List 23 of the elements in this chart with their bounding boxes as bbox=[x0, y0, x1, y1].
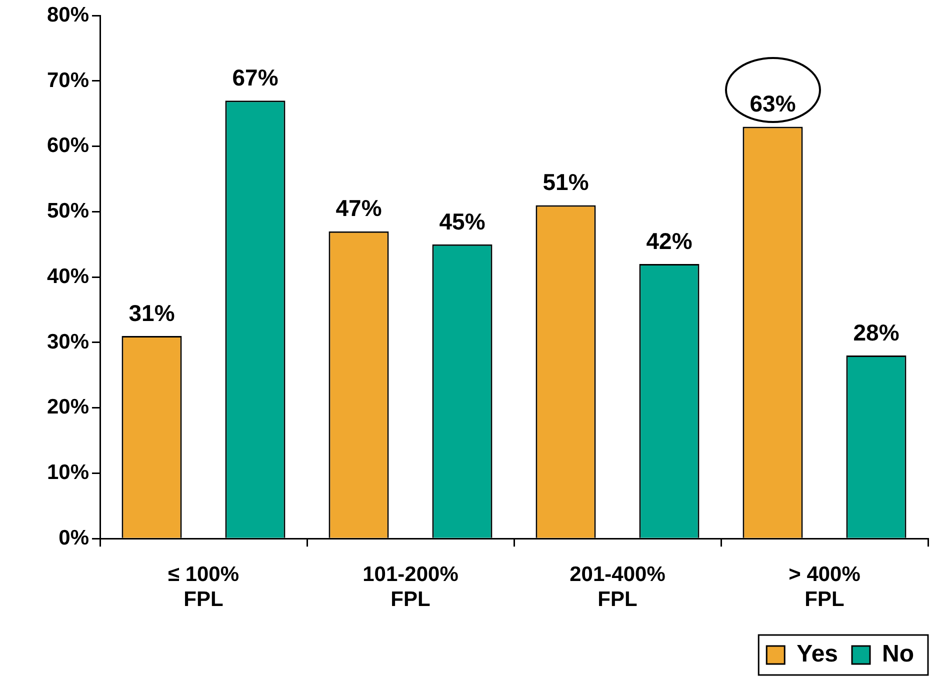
data-label: 47% bbox=[336, 195, 382, 222]
data-label: 42% bbox=[646, 228, 692, 254]
y-tick-label: 60% bbox=[46, 134, 90, 158]
data-label: 45% bbox=[439, 208, 486, 234]
data-label: 63% bbox=[750, 90, 796, 117]
y-tick-label: 40% bbox=[46, 264, 90, 288]
y-tick-label: 30% bbox=[46, 330, 90, 354]
y-tick-label: 20% bbox=[46, 396, 90, 419]
y-tick-label: 70% bbox=[46, 68, 90, 92]
data-label: 51% bbox=[542, 169, 589, 196]
x-tick-label: > 400% FPL bbox=[788, 562, 861, 612]
legend-label: Yes bbox=[796, 640, 838, 668]
y-tick-label: 0% bbox=[58, 526, 90, 550]
data-label: 67% bbox=[232, 64, 278, 90]
data-label: 31% bbox=[128, 300, 175, 326]
y-tick-label: 10% bbox=[46, 461, 90, 484]
y-tick-label: 80% bbox=[46, 3, 90, 26]
x-tick-label: 201-400% FPL bbox=[570, 562, 666, 612]
x-tick-label: ≤ 100% FPL bbox=[168, 562, 240, 612]
y-tick-label: 50% bbox=[46, 200, 90, 223]
legend-label: No bbox=[882, 640, 914, 668]
x-tick-label: 101-200% FPL bbox=[362, 562, 459, 612]
data-label: 28% bbox=[853, 319, 900, 346]
